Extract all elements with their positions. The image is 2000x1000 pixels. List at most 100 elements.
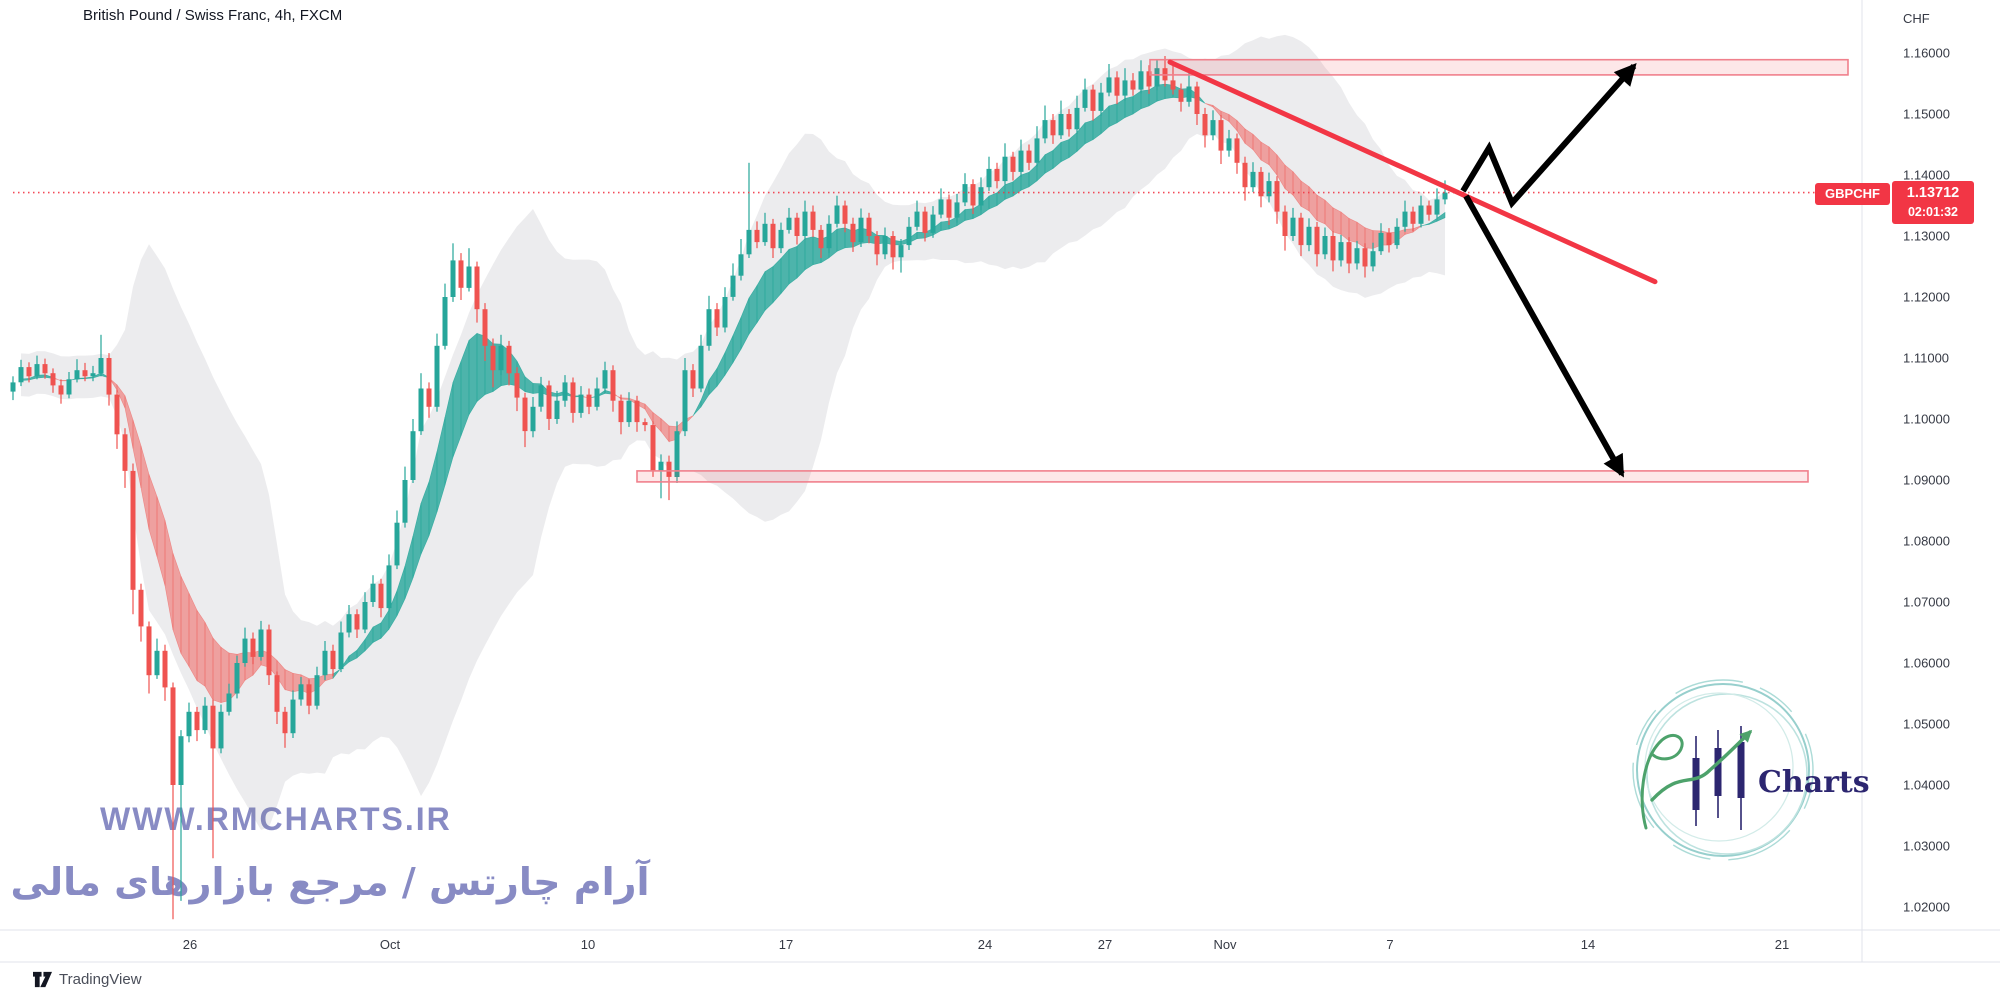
candle-body	[410, 431, 416, 480]
candle-body	[818, 229, 824, 249]
logo-r-swash-icon	[1640, 734, 1684, 830]
candle-body	[146, 626, 152, 676]
ma-ribbon-segment	[1004, 181, 1014, 200]
time-axis-label: 24	[978, 937, 992, 952]
candle-body	[474, 266, 480, 310]
breakdown-arrow-down[interactable]	[1463, 194, 1625, 478]
candle-body	[778, 229, 784, 249]
candle-body	[186, 711, 192, 737]
candle-body	[1402, 211, 1408, 227]
candle-body	[58, 385, 64, 395]
candle-body	[1250, 171, 1256, 188]
candle-body	[930, 214, 936, 233]
ma-ribbon-segment	[620, 397, 630, 400]
candle-body	[1058, 114, 1064, 136]
time-axis-label: 27	[1098, 937, 1112, 952]
candle-body	[674, 431, 680, 477]
price-axis-label: 1.16000	[1903, 46, 1950, 61]
candle-body	[194, 711, 200, 731]
price-pane[interactable]	[10, 34, 1448, 920]
candle-body	[66, 379, 72, 395]
candle-body	[730, 275, 736, 297]
candle-body	[810, 211, 816, 230]
candle-body	[970, 184, 976, 206]
candle-body	[898, 245, 904, 258]
candle-body	[706, 309, 712, 346]
candle-body	[1018, 150, 1024, 172]
candle-body	[1170, 80, 1176, 90]
candle-body	[1346, 242, 1352, 264]
symbol-price-flag[interactable]: GBPCHF	[1815, 183, 1890, 205]
candle-body	[330, 650, 336, 670]
candle-body	[538, 385, 544, 407]
candle-body	[514, 373, 520, 398]
logo-candle-icon	[1737, 742, 1745, 798]
resistance-zone[interactable]	[1149, 58, 1849, 76]
candle-body	[74, 370, 80, 380]
ma-ribbon-segment	[468, 332, 478, 416]
candle-body	[1194, 86, 1200, 114]
last-price-box[interactable]: 1.13712 02:01:32	[1892, 181, 1974, 224]
candle-body	[1122, 80, 1128, 96]
ma-ribbon-segment	[1316, 194, 1326, 225]
price-scale[interactable]: 1.16000 1.15000 1.14000 1.13000 1.12000 1.110…	[1903, 46, 1950, 915]
breakout-arrow-up[interactable]	[1460, 63, 1637, 209]
candle-body	[802, 211, 808, 236]
candle-body	[1186, 86, 1192, 102]
ma-ribbon-segment	[284, 669, 294, 693]
logo-circle-icon	[1632, 679, 1814, 861]
time-axis-label: 7	[1386, 937, 1393, 952]
price-axis-label: 1.09000	[1903, 473, 1950, 488]
time-axis-label: 10	[581, 937, 595, 952]
price-axis-label: 1.12000	[1903, 290, 1950, 305]
candle-body	[322, 650, 328, 676]
candle-body	[130, 470, 136, 590]
price-axis-label: 1.07000	[1903, 595, 1950, 610]
candle-body	[362, 602, 368, 630]
ma-ribbon-segment	[212, 637, 222, 704]
candle-body	[1306, 226, 1312, 246]
candle-body	[402, 480, 408, 523]
symbol-title[interactable]: British Pound / Swiss Franc, 4h, FXCM	[83, 7, 343, 24]
candle-body	[1378, 232, 1384, 252]
candle-body	[1218, 120, 1224, 151]
candle-body	[370, 583, 376, 602]
support-zone[interactable]	[636, 470, 1809, 483]
ma-ribbon-segment	[1124, 96, 1134, 118]
time-scale[interactable]: 26 Oct 10 17 24 27 Nov 7 14 21	[183, 937, 1789, 952]
ma-ribbon-segment	[1332, 207, 1342, 235]
candle-body	[18, 367, 24, 383]
candle-body	[1066, 114, 1072, 130]
candle-body	[1226, 138, 1232, 151]
candle-body	[954, 202, 960, 218]
descending-trendline[interactable]	[1167, 59, 1658, 285]
candle-body	[1418, 205, 1424, 224]
candle-body	[434, 345, 440, 407]
candle-body	[338, 632, 344, 670]
logo-candle-icon	[1692, 758, 1700, 810]
candle-body	[234, 663, 240, 694]
time-axis-label: 21	[1775, 937, 1789, 952]
candle-body	[498, 345, 504, 371]
ma-ribbon-segment	[836, 227, 846, 252]
candle-body	[986, 168, 992, 188]
candle-body	[138, 589, 144, 627]
candle-body	[170, 687, 176, 785]
candle-body	[386, 565, 392, 609]
candle-body	[762, 223, 768, 243]
candle-body	[722, 297, 728, 328]
candle-body	[1330, 236, 1336, 261]
candle-body	[90, 373, 96, 377]
candle-body	[394, 522, 400, 566]
ma-ribbon-segment	[1348, 217, 1358, 243]
candle-body	[1362, 248, 1368, 267]
candle-body	[242, 638, 248, 663]
candle-body	[306, 684, 312, 706]
tradingview-attribution[interactable]: TradingView	[32, 970, 142, 989]
bar-countdown: 02:01:32	[1907, 205, 1959, 219]
price-axis-label: 1.14000	[1903, 168, 1950, 183]
candle-body	[1026, 150, 1032, 163]
candle-body	[602, 370, 608, 389]
time-axis-label: Oct	[380, 937, 401, 952]
